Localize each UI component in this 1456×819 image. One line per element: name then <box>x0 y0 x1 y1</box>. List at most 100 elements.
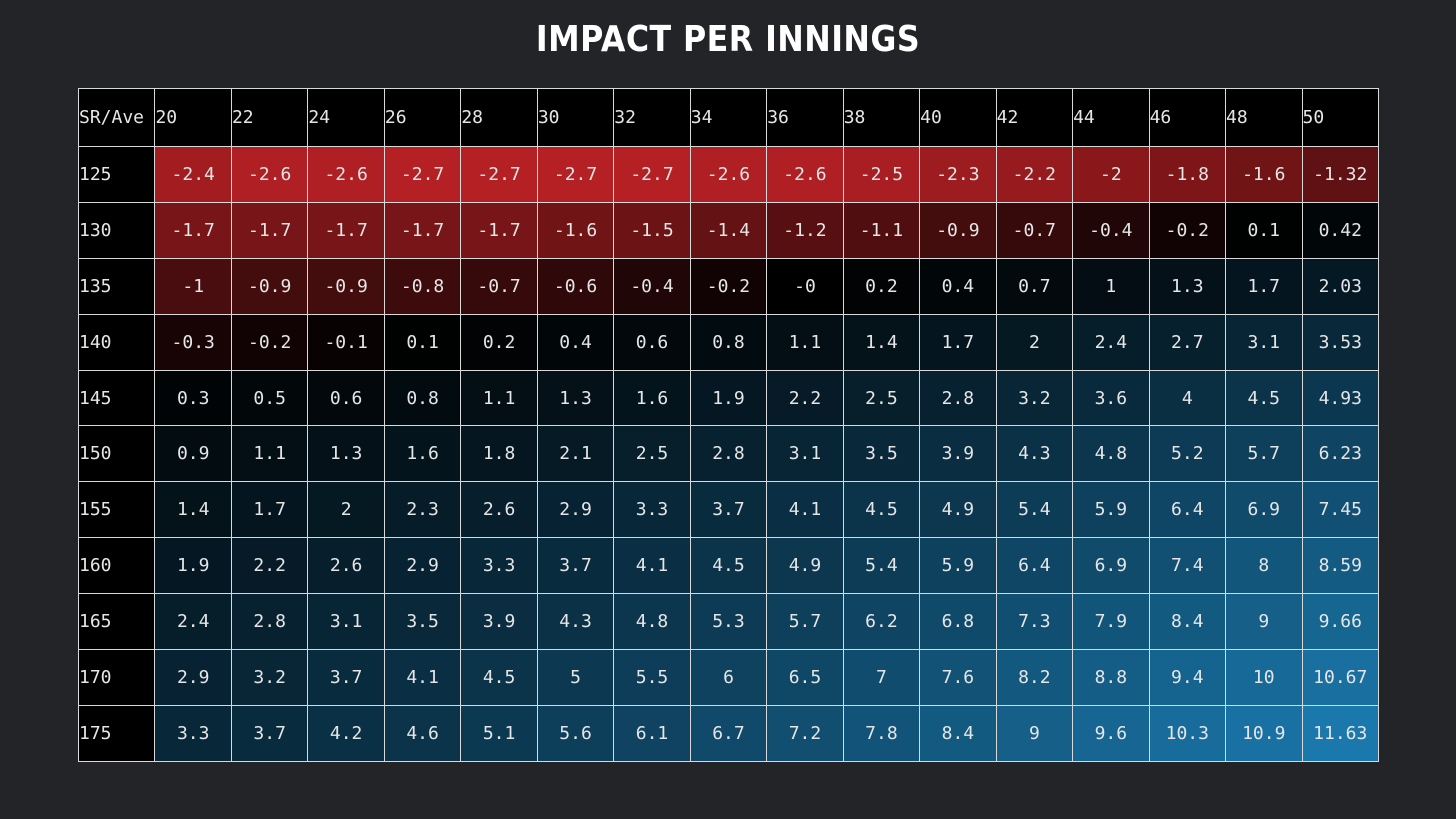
heatmap-cell: -2.7 <box>613 146 691 203</box>
heatmap-cell: -2.7 <box>383 146 462 203</box>
heatmap-cell: 0.6 <box>613 313 691 371</box>
heatmap-cell: 3.1 <box>766 425 844 483</box>
column-header: 38 <box>842 88 921 147</box>
corner-label: SR/Ave <box>77 88 156 147</box>
heatmap-cell: 5.6 <box>536 704 615 762</box>
heatmap-cell: 4.5 <box>842 481 921 539</box>
heatmap-cell: 2.5 <box>842 369 921 427</box>
heatmap-cell: 8.8 <box>1072 649 1150 706</box>
column-header: 46 <box>1148 88 1227 147</box>
row-header: 145 <box>77 369 156 427</box>
heatmap-cell: 0.9 <box>154 425 232 483</box>
heatmap-cell: 8.4 <box>1148 593 1227 651</box>
heatmap-cell: 3.9 <box>460 593 538 651</box>
heatmap-row: 140 -0.3 -0.2 -0.1 0.1 0.2 0.4 0.6 0.8 1.1 1.4 1.7 2… <box>77 313 1379 371</box>
heatmap-cell: 5.7 <box>766 593 844 651</box>
heatmap-cell: 0.1 <box>383 313 462 371</box>
heatmap-cell: 1.3 <box>1148 257 1227 315</box>
heatmap-cell: -2.5 <box>842 146 921 203</box>
row-header: 160 <box>77 537 156 595</box>
heatmap-cell: 9.6 <box>1072 704 1150 762</box>
heatmap-cell: 9 <box>995 704 1074 762</box>
heatmap-cell: -2.6 <box>307 146 385 203</box>
heatmap-cell: 0.2 <box>842 257 921 315</box>
heatmap-cell: 0.8 <box>383 369 462 427</box>
heatmap-cell: 8.59 <box>1301 537 1379 595</box>
heatmap-cell: 3.3 <box>613 481 691 539</box>
heatmap-cell: 2.8 <box>919 369 997 427</box>
heatmap-cell: -1.32 <box>1301 146 1379 203</box>
heatmap-row: 130 -1.7 -1.7 -1.7 -1.7 -1.7 -1.6 -1.5 -1.4 -1.2-… <box>77 201 1379 259</box>
heatmap-cell: 1.7 <box>919 313 997 371</box>
heatmap-cell: 9.4 <box>1148 649 1227 706</box>
heatmap-cell: 3.6 <box>1072 369 1150 427</box>
heatmap-body: 125 -2.4 -2.6 -2.6 -2.7 -2.7 -2.7 -2.7 -2.6 -2.6-… <box>77 146 1379 762</box>
heatmap-cell: -2.6 <box>689 146 768 203</box>
heatmap-cell: 3.3 <box>460 537 538 595</box>
heatmap-cell: -0.8 <box>383 257 462 315</box>
heatmap-cell: 2.4 <box>1072 313 1150 371</box>
heatmap-cell: 10.9 <box>1225 704 1303 762</box>
heatmap-cell: 4.3 <box>536 593 615 651</box>
row-header: 135 <box>77 257 156 315</box>
heatmap-cell: -2.3 <box>919 146 997 203</box>
heatmap-cell: -1.6 <box>1225 146 1303 203</box>
heatmap-cell: 5.4 <box>995 481 1074 539</box>
heatmap-cell: 7.9 <box>1072 593 1150 651</box>
heatmap-cell: 4.5 <box>1225 369 1303 427</box>
heatmap-cell: 3.7 <box>230 704 309 762</box>
heatmap-cell: 2.9 <box>536 481 615 539</box>
heatmap-cell: -0.3 <box>154 313 232 371</box>
heatmap-cell: -0.2 <box>689 257 768 315</box>
column-header: 24 <box>307 88 385 147</box>
heatmap-cell: 5.7 <box>1225 425 1303 483</box>
heatmap-cell: 2.7 <box>1148 313 1227 371</box>
heatmap-cell: 5.2 <box>1148 425 1227 483</box>
heatmap-cell: 5.9 <box>919 537 997 595</box>
heatmap-cell: 7.3 <box>995 593 1074 651</box>
heatmap-cell: 6 <box>689 649 768 706</box>
heatmap-cell: 1.4 <box>154 481 232 539</box>
heatmap-cell: -1.7 <box>460 201 538 259</box>
heatmap-cell: 7.45 <box>1301 481 1379 539</box>
heatmap-cell: -0.4 <box>1072 201 1150 259</box>
heatmap-cell: 3.5 <box>842 425 921 483</box>
heatmap-cell: 2.5 <box>613 425 691 483</box>
heatmap-cell: 5.3 <box>689 593 768 651</box>
heatmap-cell: 6.2 <box>842 593 921 651</box>
heatmap-cell: 1.1 <box>766 313 844 371</box>
column-header: 48 <box>1225 88 1303 147</box>
row-header: 175 <box>77 704 156 762</box>
row-header: 170 <box>77 649 156 706</box>
heatmap-cell: -1.5 <box>613 201 691 259</box>
heatmap-cell: 7.8 <box>842 704 921 762</box>
heatmap-row: 155 1.4 1.7 2 2.3 2.6 2.9 3.3 3.7 4.1 4.5 4.9 5.4 5.9… <box>77 481 1379 539</box>
heatmap-cell: 0.1 <box>1225 201 1303 259</box>
heatmap-cell: 4.93 <box>1301 369 1379 427</box>
chart-title: IMPACT PER INNINGS <box>535 19 921 60</box>
column-header: 36 <box>766 88 844 147</box>
heatmap-cell: 3.1 <box>1225 313 1303 371</box>
heatmap-row: 150 0.9 1.1 1.3 1.6 1.8 2.1 2.5 2.8 3.1 3.5 3.9 4.3 4… <box>77 425 1379 483</box>
heatmap-cell: -1.6 <box>536 201 615 259</box>
heatmap-cell: 2.2 <box>230 537 309 595</box>
heatmap-cell: 4.1 <box>613 537 691 595</box>
heatmap-cell: 2.9 <box>383 537 462 595</box>
heatmap-cell: 6.1 <box>613 704 691 762</box>
heatmap-cell: 3.3 <box>154 704 232 762</box>
heatmap-cell: 4.9 <box>766 537 844 595</box>
heatmap-cell: -1.2 <box>766 201 844 259</box>
heatmap-cell: -1.7 <box>383 201 462 259</box>
heatmap-cell: -0.4 <box>613 257 691 315</box>
heatmap-row: 165 2.4 2.8 3.1 3.5 3.9 4.3 4.8 5.3 5.7 6.2 6.8 7.3 7… <box>77 593 1379 651</box>
heatmap-row: 175 3.3 3.7 4.2 4.6 5.1 5.6 6.1 6.7 7.2 7.8 8.4 9 9.6… <box>77 704 1379 762</box>
heatmap-cell: -1.7 <box>230 201 309 259</box>
row-header: 155 <box>77 481 156 539</box>
heatmap-cell: -0.7 <box>460 257 538 315</box>
row-header: 130 <box>77 201 156 259</box>
heatmap-cell: 11.63 <box>1301 704 1379 762</box>
heatmap-cell: 4.1 <box>383 649 462 706</box>
heatmap-cell: -1.4 <box>689 201 768 259</box>
heatmap-row: 160 1.9 2.2 2.6 2.9 3.3 3.7 4.1 4.5 4.9 5.4 5.9 6.4 6… <box>77 537 1379 595</box>
heatmap-cell: 1.8 <box>460 425 538 483</box>
